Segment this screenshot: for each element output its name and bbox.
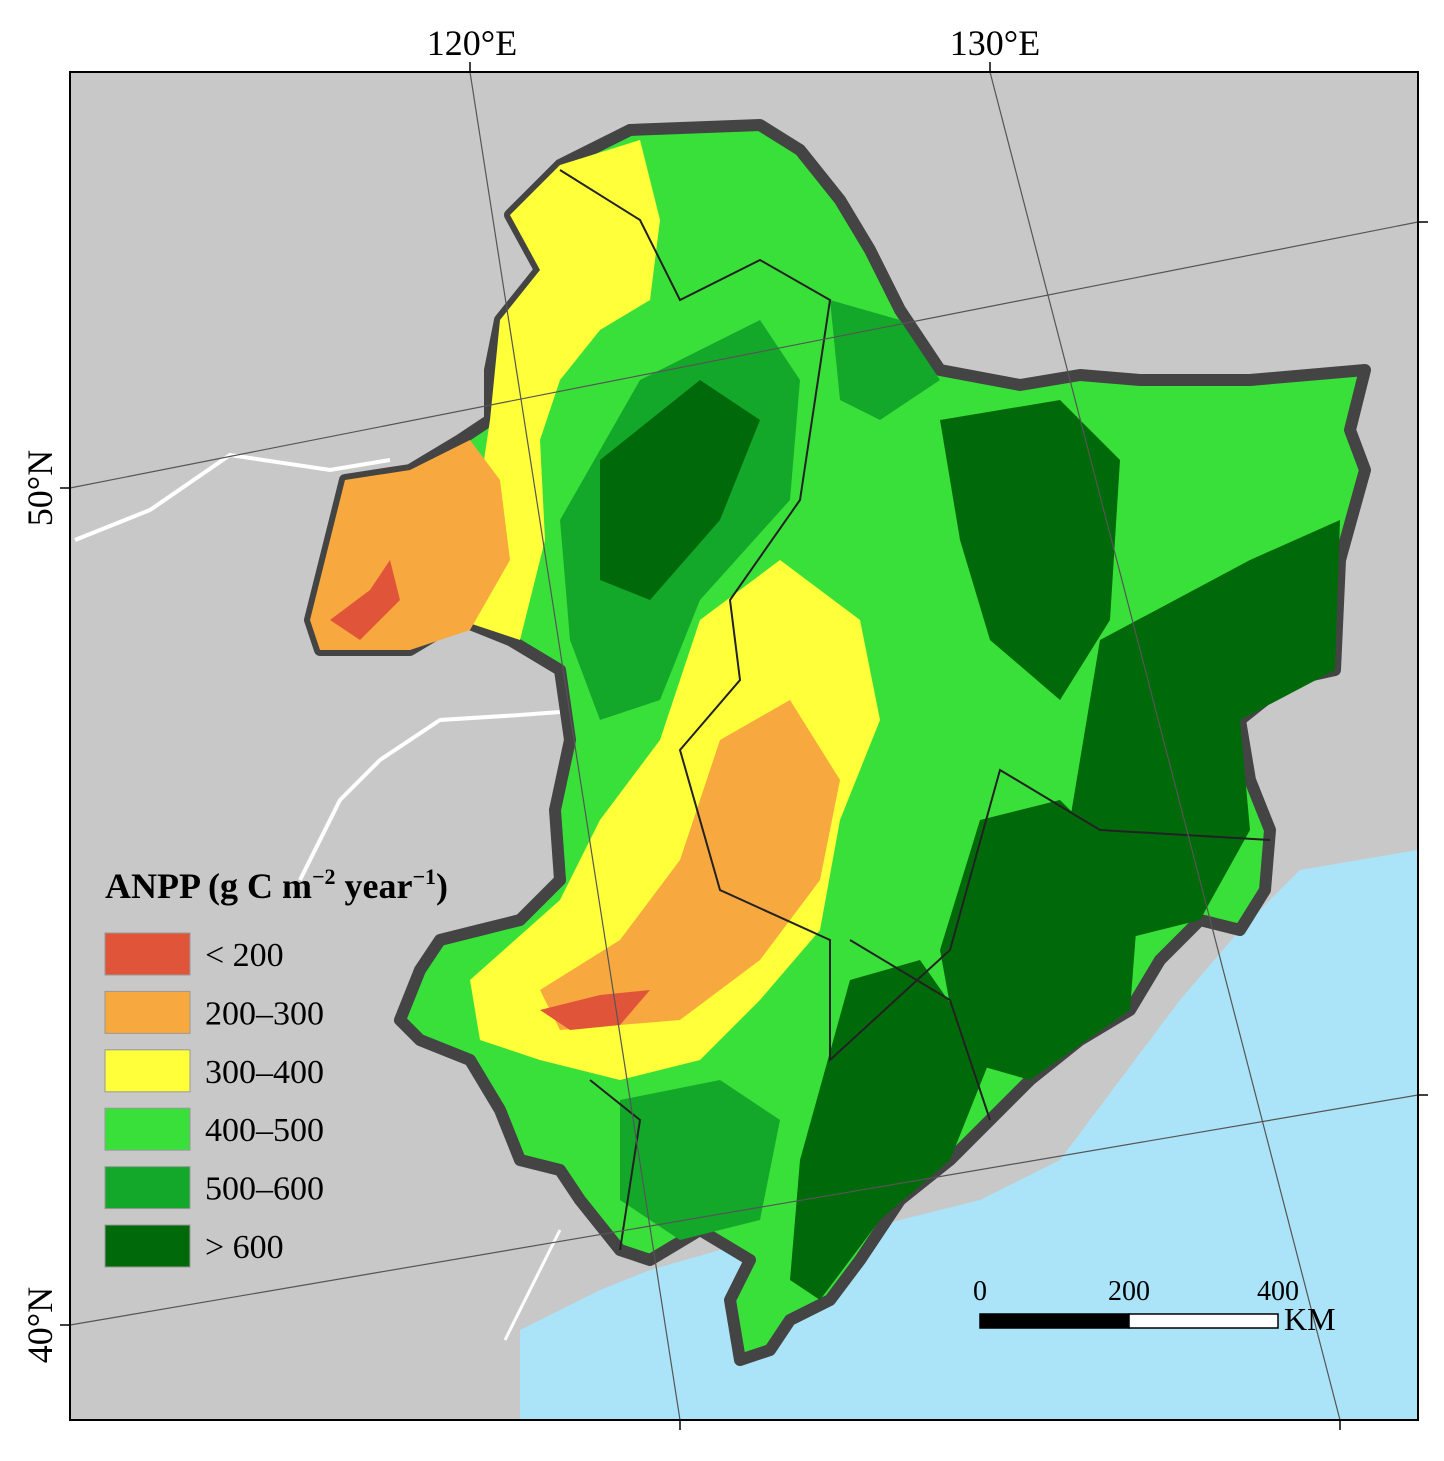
legend-swatch <box>104 1107 191 1151</box>
parallel <box>70 1094 1418 1326</box>
zone-300-400 <box>460 140 660 640</box>
legend-swatch <box>104 1166 191 1210</box>
lat-label: 50°N <box>20 450 60 526</box>
zone-gt-600 <box>940 400 1120 700</box>
frame <box>69 71 1419 1421</box>
zone-500-600 <box>620 1080 780 1240</box>
province-boundary <box>559 169 1271 1251</box>
zone-300-400 <box>470 560 880 1080</box>
meridian <box>989 72 1341 1420</box>
scale-unit: KM <box>1284 1301 1336 1337</box>
zone-500-600 <box>830 300 940 420</box>
parallel <box>70 221 1418 489</box>
legend-label: > 600 <box>205 1229 284 1266</box>
lat-label: 40°N <box>20 1287 60 1363</box>
scale-label: 0 <box>973 1276 987 1307</box>
lon-label: 120°E <box>427 23 517 63</box>
zone-lt-200 <box>540 990 650 1030</box>
lon-label: 130°E <box>950 23 1040 63</box>
zone-gt-600 <box>940 800 1140 1080</box>
scale-segment <box>979 1313 1130 1329</box>
zone-200-300 <box>540 700 840 1030</box>
zone-gt-600 <box>790 960 990 1300</box>
legend-title-part: ANPP (g C m <box>105 866 312 906</box>
legend-title: ANPP (g C m−2 year−1) <box>105 864 448 906</box>
legend-title-sup: −2 <box>312 864 336 889</box>
map-body <box>70 72 1418 1420</box>
legend-label: 300–400 <box>205 1054 324 1091</box>
zone-gt-600 <box>600 380 760 600</box>
scale-label: 400 <box>1257 1276 1299 1307</box>
legend-swatch <box>104 990 191 1034</box>
legend-label: 500–600 <box>205 1171 324 1208</box>
border <box>74 452 391 542</box>
legend-swatch <box>104 1049 191 1093</box>
scale-segment <box>1128 1313 1279 1329</box>
legend-label: 400–500 <box>205 1112 324 1149</box>
graticule-ticks <box>60 62 1428 1430</box>
zone-lt-200 <box>330 560 400 640</box>
meridian <box>469 72 681 1420</box>
legend: < 200 200–300 300–400 400–500 500–600 > 600 <box>104 932 324 1268</box>
border <box>298 710 561 881</box>
legend-swatch <box>104 1224 191 1268</box>
legend-swatch <box>104 932 191 976</box>
legend-label: 200–300 <box>205 995 324 1032</box>
legend-title-part: ) <box>436 866 448 906</box>
zone-gt-600 <box>1060 520 1340 940</box>
legend-title-sup: −1 <box>412 864 436 889</box>
legend-label: < 200 <box>205 937 284 974</box>
scale-label: 200 <box>1108 1276 1150 1307</box>
coast <box>503 1229 562 1341</box>
legend-title-part: year <box>336 866 413 906</box>
